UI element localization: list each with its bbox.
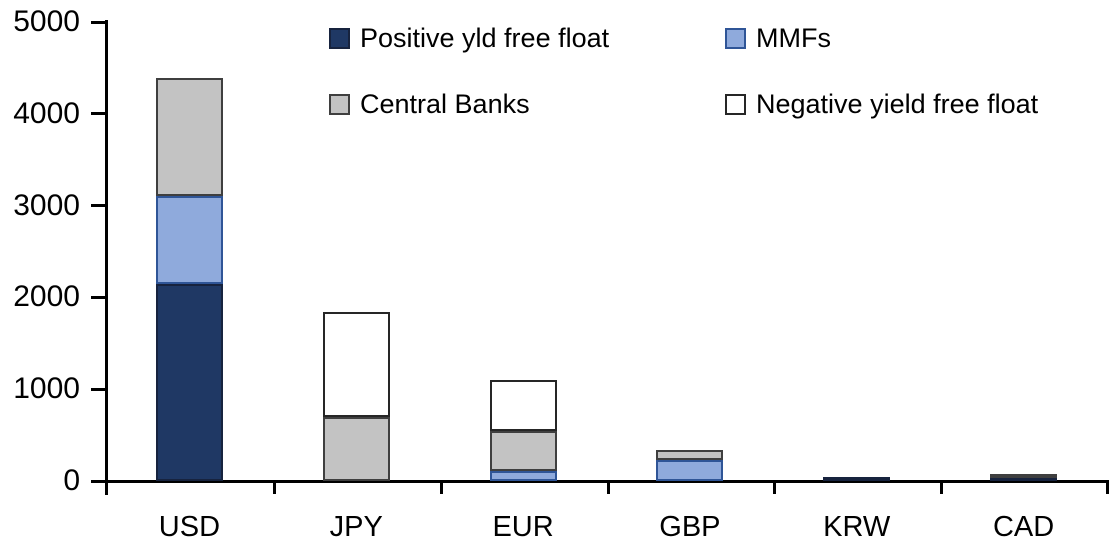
legend-label: Negative yield free float: [756, 89, 1039, 119]
y-axis-tick-label: 3000: [13, 188, 80, 222]
y-axis-tick-label: 5000: [13, 5, 80, 38]
legend-label: Central Banks: [360, 89, 530, 119]
x-axis-tick: [606, 481, 610, 494]
bar-cad-central-banks: [990, 474, 1058, 479]
legend-item-positive-yld-free-float: Positive yld free float: [329, 23, 609, 53]
x-axis-category-label: CAD: [992, 511, 1055, 543]
bar-eur-mmfs: [489, 470, 557, 481]
y-axis-tick: [91, 204, 106, 208]
x-axis-tick: [439, 481, 443, 494]
x-axis-category-label: EUR: [492, 511, 554, 543]
bar-krw-positive-yld-free-float: [823, 476, 891, 481]
bar-eur-central-banks: [489, 431, 557, 471]
x-axis-category-label: GBP: [659, 511, 721, 543]
y-axis-tick: [91, 387, 106, 391]
y-axis-line: [105, 20, 108, 495]
legend-label: MMFs: [756, 23, 831, 53]
x-axis-tick: [940, 481, 944, 494]
x-axis-category-label: JPY: [329, 511, 383, 543]
bar-gbp-mmfs: [656, 459, 724, 481]
legend-swatch-positive-yld-free-float: [329, 27, 350, 49]
legend-swatch-negative-yield-free-float: [725, 93, 746, 115]
y-axis-tick: [91, 479, 106, 483]
legend-swatch-central-banks: [329, 93, 350, 115]
legend-swatch-mmfs: [725, 27, 746, 49]
bar-eur-negative-yield-free-float: [489, 380, 557, 432]
x-axis-tick: [1106, 481, 1109, 494]
y-axis-tick-label: 0: [63, 464, 80, 497]
bar-usd-mmfs: [155, 196, 223, 284]
x-axis-category-label: KRW: [823, 511, 891, 543]
y-axis-tick: [91, 295, 106, 299]
bar-usd-positive-yld-free-float: [155, 283, 223, 481]
legend-item-mmfs: MMFs: [725, 23, 831, 53]
x-axis-tick: [272, 481, 276, 494]
y-axis-tick: [91, 20, 106, 24]
x-axis-tick: [773, 481, 777, 494]
bar-jpy-central-banks: [322, 416, 390, 481]
y-axis-tick: [91, 112, 106, 116]
legend-label: Positive yld free float: [360, 23, 610, 53]
y-axis-tick-label: 2000: [13, 280, 80, 314]
legend-item-negative-yield-free-float: Negative yield free float: [725, 89, 1038, 119]
bar-gbp-central-banks: [656, 449, 724, 460]
bar-cad-positive-yld-free-float: [990, 477, 1058, 482]
legend-item-central-banks: Central Banks: [329, 89, 530, 119]
x-axis-category-label: USD: [158, 511, 221, 543]
bar-usd-central-banks: [155, 77, 223, 197]
y-axis-tick-label: 4000: [13, 96, 80, 130]
bar-jpy-negative-yield-free-float: [322, 312, 390, 417]
y-axis-tick-label: 1000: [13, 372, 80, 406]
